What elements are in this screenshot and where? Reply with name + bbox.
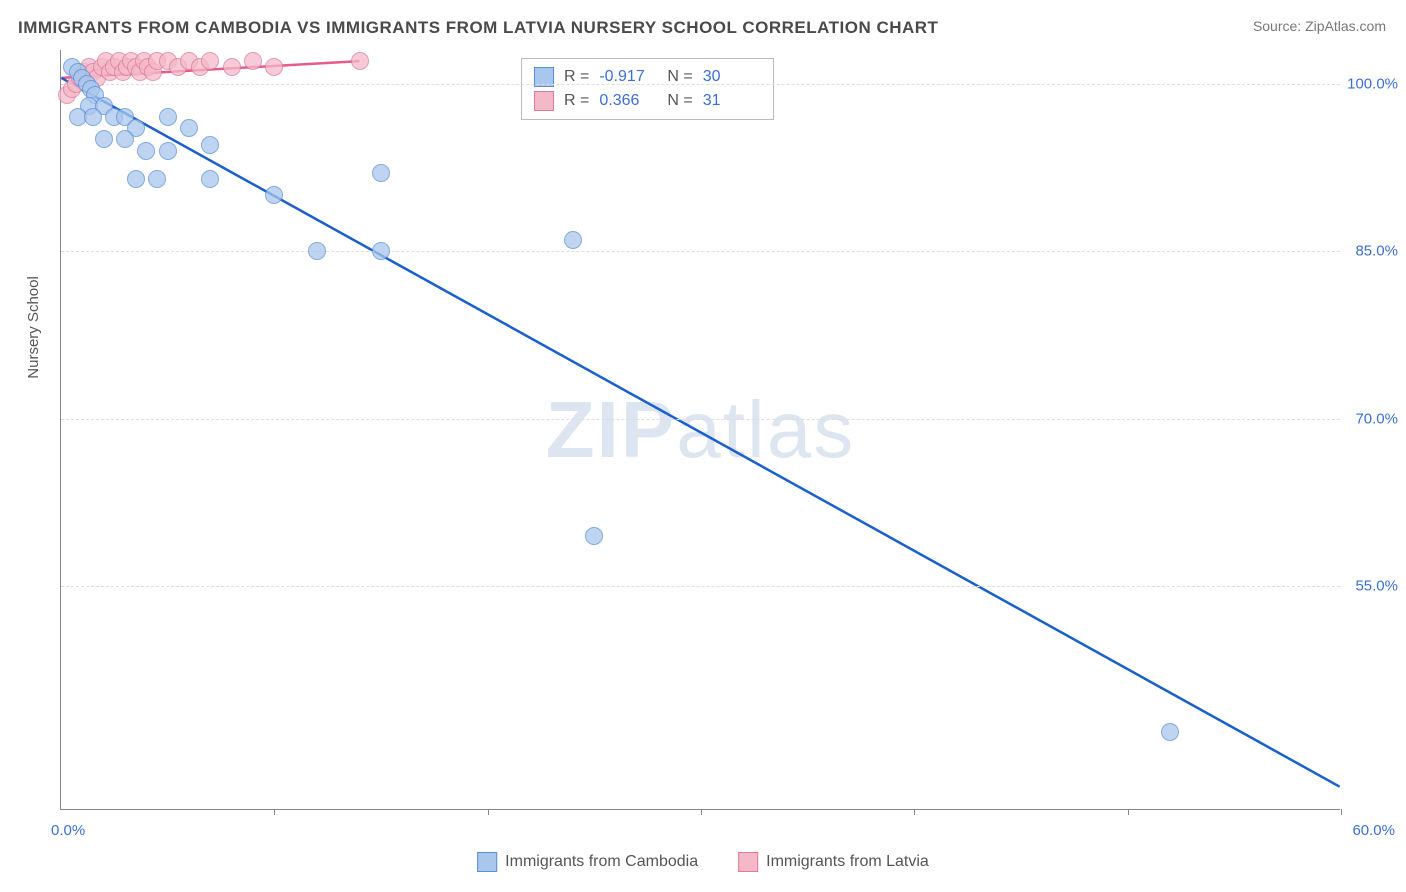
cambodia-point — [95, 130, 113, 148]
y-tick-label: 85.0% — [1355, 243, 1398, 260]
latvia-point — [265, 58, 283, 76]
cambodia-point — [137, 142, 155, 160]
x-tick — [488, 809, 489, 815]
gridline — [61, 586, 1340, 587]
cambodia-point — [585, 527, 603, 545]
watermark: ZIPatlas — [546, 384, 855, 476]
cambodia-point — [201, 170, 219, 188]
stats-row: R =-0.917N =30 — [534, 65, 761, 89]
n-label: N = — [667, 92, 692, 110]
y-axis-title: Nursery School — [25, 276, 42, 379]
cambodia-point — [1161, 723, 1179, 741]
stats-row: R = 0.366 N = 31 — [534, 89, 761, 113]
legend-swatch — [477, 852, 497, 872]
x-tick — [1341, 809, 1342, 815]
gridline — [61, 251, 1340, 252]
x-tick — [1128, 809, 1129, 815]
x-max-label: 60.0% — [1352, 822, 1395, 839]
legend-swatch — [738, 852, 758, 872]
x-tick — [701, 809, 702, 815]
latvia-point — [201, 52, 219, 70]
cambodia-point — [265, 186, 283, 204]
latvia-point — [223, 58, 241, 76]
cambodia-point — [180, 119, 198, 137]
legend-label: Immigrants from Cambodia — [505, 853, 698, 871]
cambodia-point — [127, 170, 145, 188]
cambodia-point — [201, 136, 219, 154]
x-min-label: 0.0% — [51, 822, 85, 839]
chart-title: IMMIGRANTS FROM CAMBODIA VS IMMIGRANTS F… — [18, 18, 938, 38]
legend-swatch — [534, 91, 554, 111]
y-tick-label: 100.0% — [1347, 75, 1398, 92]
gridline — [61, 419, 1340, 420]
gridline — [61, 84, 1340, 85]
stats-box: R =-0.917N =30 R = 0.366 N = 31 — [521, 58, 774, 120]
chart-container: IMMIGRANTS FROM CAMBODIA VS IMMIGRANTS F… — [0, 0, 1406, 892]
x-tick — [274, 809, 275, 815]
legend-item: Immigrants from Latvia — [738, 852, 929, 872]
latvia-point — [244, 52, 262, 70]
r-label: R = — [564, 92, 589, 110]
legend-item: Immigrants from Cambodia — [477, 852, 698, 872]
y-tick-label: 55.0% — [1355, 578, 1398, 595]
cambodia-point — [372, 164, 390, 182]
r-value: 0.366 — [599, 92, 657, 110]
latvia-point — [351, 52, 369, 70]
cambodia-point — [564, 231, 582, 249]
x-tick — [914, 809, 915, 815]
cambodia-point — [308, 242, 326, 260]
trend-lines — [61, 50, 1340, 809]
cambodia-point — [84, 108, 102, 126]
legend-label: Immigrants from Latvia — [766, 853, 929, 871]
y-tick-label: 70.0% — [1355, 410, 1398, 427]
legend: Immigrants from Cambodia Immigrants from … — [477, 852, 929, 872]
cambodia-point — [148, 170, 166, 188]
source-label: Source: ZipAtlas.com — [1253, 18, 1386, 34]
cambodia-point — [372, 242, 390, 260]
cambodia-point — [159, 142, 177, 160]
cambodia-point — [116, 130, 134, 148]
plot-area: ZIPatlas R =-0.917N =30R =0.366N =31 0.0… — [60, 50, 1340, 810]
cambodia-point — [159, 108, 177, 126]
n-value: 31 — [703, 92, 761, 110]
